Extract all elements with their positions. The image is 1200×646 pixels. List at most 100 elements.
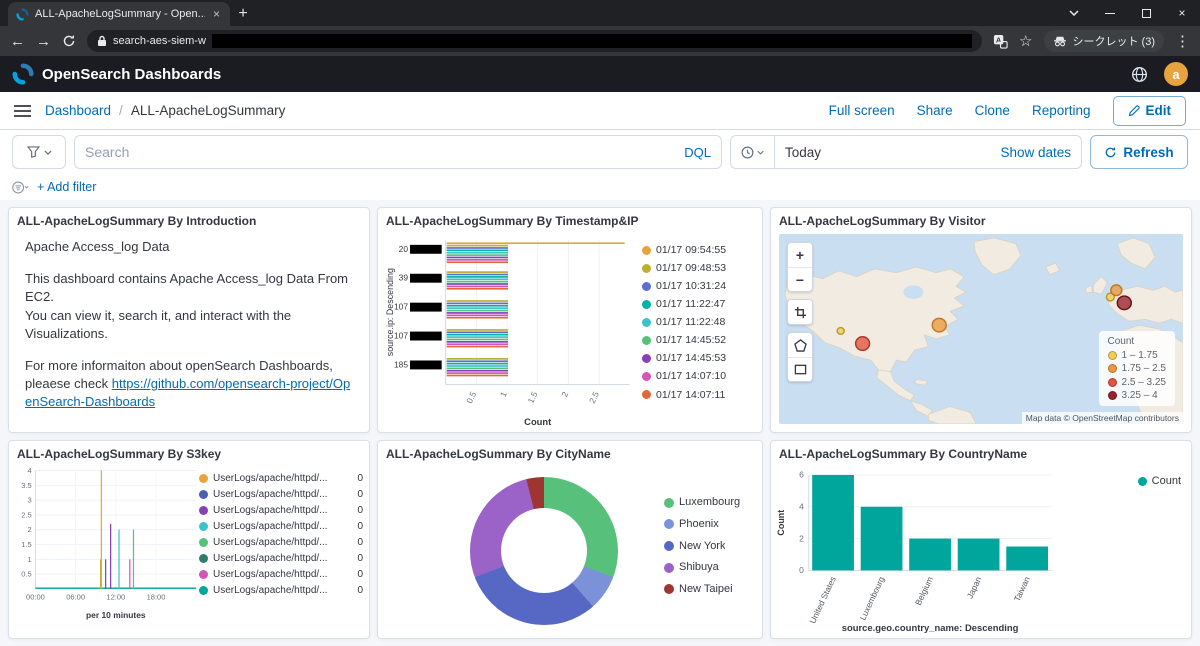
panel-title[interactable]: ALL-ApacheLogSummary By Timestamp&IP — [386, 214, 639, 228]
svg-text:3.5: 3.5 — [21, 481, 31, 490]
refresh-button[interactable]: Refresh — [1090, 135, 1188, 169]
brand[interactable]: OpenSearch Dashboards — [12, 63, 221, 85]
legend-item[interactable]: 01/17 14:07:11 — [642, 389, 758, 401]
legend-item[interactable]: Shibuya — [664, 561, 740, 574]
timestamp-ip-chart[interactable]: 0.5 1 1.5 2 2.5 20 39 107 107 185 source.ip: Desce… — [380, 230, 642, 430]
reporting-link[interactable]: Reporting — [1031, 103, 1091, 118]
legend-item[interactable]: UserLogs/apache/httpd/... 0 — [199, 505, 363, 517]
user-avatar[interactable]: a — [1164, 62, 1188, 86]
zoom-in-button[interactable]: + — [795, 247, 805, 263]
panel-title[interactable]: ALL-ApacheLogSummary By Visitor — [779, 214, 986, 228]
bookmark-star-icon[interactable]: ☆ — [1019, 32, 1033, 50]
legend-color-dot — [199, 522, 208, 532]
forward-icon[interactable]: → — [36, 32, 51, 50]
legend-item[interactable]: UserLogs/apache/httpd/... 0 — [199, 537, 363, 549]
close-button[interactable]: × — [1178, 6, 1186, 20]
svg-text:0.5: 0.5 — [21, 570, 31, 579]
svg-text:2: 2 — [27, 525, 31, 534]
map-point[interactable] — [931, 317, 947, 333]
svg-text:Taiwan: Taiwan — [1012, 575, 1032, 603]
edit-button[interactable]: Edit — [1112, 95, 1186, 126]
show-dates-link[interactable]: Show dates — [1000, 144, 1071, 160]
breadcrumb-dashboard-link[interactable]: Dashboard — [45, 103, 112, 118]
countryname-bar-chart[interactable]: 0 2 4 6 United States Luxembourg Belgium Japan T… — [775, 465, 1187, 636]
dql-button[interactable]: DQL — [684, 144, 711, 160]
panel-title[interactable]: ALL-ApacheLogSummary By Introduction — [17, 214, 257, 228]
legend-item[interactable]: Phoenix — [664, 518, 740, 531]
legend-item[interactable]: 01/17 14:07:10 — [642, 370, 758, 382]
saved-query-menu-button[interactable] — [12, 135, 66, 169]
refresh-button-label: Refresh — [1123, 144, 1174, 160]
legend-item[interactable]: UserLogs/apache/httpd/... 0 — [199, 521, 363, 533]
legend-item[interactable]: UserLogs/apache/httpd/... 0 — [199, 569, 363, 581]
legend-item[interactable]: UserLogs/apache/httpd/... 0 — [199, 553, 363, 565]
opensearch-favicon — [16, 7, 29, 21]
cityname-donut-chart[interactable] — [470, 476, 618, 625]
legend-label: 01/17 09:54:55 — [656, 244, 727, 256]
zoom-out-button[interactable]: − — [788, 267, 812, 291]
address-bar[interactable]: search-aes-siem-w — [87, 30, 983, 52]
legend-color-dot — [199, 586, 208, 596]
incognito-profile-chip[interactable]: シークレット (3) — [1043, 30, 1164, 52]
clone-link[interactable]: Clone — [974, 103, 1010, 118]
visitor-map[interactable]: + − Count 1 – 1.75 1.75 – 2.5 2.5 – 3.25 3.… — [779, 234, 1183, 424]
legend-item[interactable]: Count — [1137, 475, 1181, 488]
legend-item[interactable]: New Taipei — [664, 583, 740, 596]
legend-label: Shibuya — [679, 561, 719, 574]
filter-options-icon[interactable] — [12, 180, 29, 195]
crop-tool-button[interactable] — [788, 300, 812, 324]
legend-item[interactable]: UserLogs/apache/httpd/... 0 — [199, 473, 363, 485]
map-legend-item: 2.5 – 3.25 — [1107, 377, 1166, 388]
browser-tab[interactable]: ALL-ApacheLogSummary - Open... × — [8, 2, 230, 26]
browser-menu-icon[interactable]: ⋮ — [1175, 32, 1190, 50]
tab-close-icon[interactable]: × — [212, 7, 220, 21]
legend-value: 0 — [357, 473, 363, 484]
share-link[interactable]: Share — [916, 103, 953, 118]
back-icon[interactable]: ← — [10, 32, 25, 50]
legend-item[interactable]: New York — [664, 540, 740, 553]
full-screen-link[interactable]: Full screen — [828, 103, 895, 118]
globe-icon[interactable] — [1131, 66, 1148, 83]
hamburger-menu-icon[interactable] — [14, 104, 31, 118]
legend-item[interactable]: 01/17 09:54:55 — [642, 244, 758, 256]
legend-item[interactable]: 01/17 09:48:53 — [642, 262, 758, 274]
add-filter-button[interactable]: + Add filter — [37, 180, 97, 194]
draw-polygon-button[interactable] — [788, 333, 812, 357]
legend-item[interactable]: 01/17 11:22:48 — [642, 316, 758, 328]
tab-search-chevron-icon[interactable] — [1056, 0, 1092, 26]
map-controls: + − — [787, 242, 813, 382]
map-point[interactable] — [1116, 295, 1133, 311]
legend-item[interactable]: 01/17 10:31:24 — [642, 280, 758, 292]
panel-title[interactable]: ALL-ApacheLogSummary By CountryName — [779, 447, 1028, 461]
legend-item[interactable]: 01/17 14:45:52 — [642, 334, 758, 346]
new-tab-button[interactable]: + — [238, 5, 248, 22]
date-quick-select-button[interactable] — [731, 136, 775, 168]
draw-rectangle-button[interactable] — [788, 357, 812, 381]
search-input[interactable] — [85, 144, 677, 160]
legend-item[interactable]: Luxembourg — [664, 496, 740, 509]
s3key-chart[interactable]: 0.5 1 1.5 2 2.5 3 3.5 4 00:00 06:00 12:00 18:00 per … — [11, 463, 199, 638]
legend-item[interactable]: 01/17 11:22:47 — [642, 298, 758, 310]
map-point[interactable] — [854, 336, 871, 352]
panel-title[interactable]: ALL-ApacheLogSummary By CityName — [386, 447, 611, 461]
reload-icon[interactable] — [62, 34, 76, 48]
map-point[interactable] — [1105, 292, 1116, 302]
minimize-button[interactable] — [1092, 0, 1128, 26]
legend-item[interactable]: 01/17 14:45:53 — [642, 352, 758, 364]
svg-text:06:00: 06:00 — [66, 592, 85, 601]
legend-item[interactable]: UserLogs/apache/httpd/... 0 — [199, 585, 363, 597]
panel-cityname: ALL-ApacheLogSummary By CityName Luxembo… — [377, 440, 763, 639]
legend-item[interactable]: UserLogs/apache/httpd/... 0 — [199, 489, 363, 501]
github-link[interactable]: https://github.com/opensearch-project/Op… — [25, 376, 351, 410]
map-point[interactable] — [1110, 284, 1123, 297]
date-picker-value[interactable]: Today — [785, 144, 822, 160]
svg-text:3: 3 — [27, 496, 31, 505]
translate-icon[interactable]: A — [993, 34, 1008, 49]
maximize-button[interactable] — [1128, 0, 1164, 26]
svg-text:185: 185 — [394, 359, 408, 369]
map-point[interactable] — [836, 326, 845, 336]
legend-label: UserLogs/apache/httpd/... — [213, 553, 328, 564]
map-legend-item: 1.75 – 2.5 — [1107, 363, 1166, 374]
panel-title[interactable]: ALL-ApacheLogSummary By S3key — [17, 447, 222, 461]
clock-icon — [741, 146, 754, 159]
